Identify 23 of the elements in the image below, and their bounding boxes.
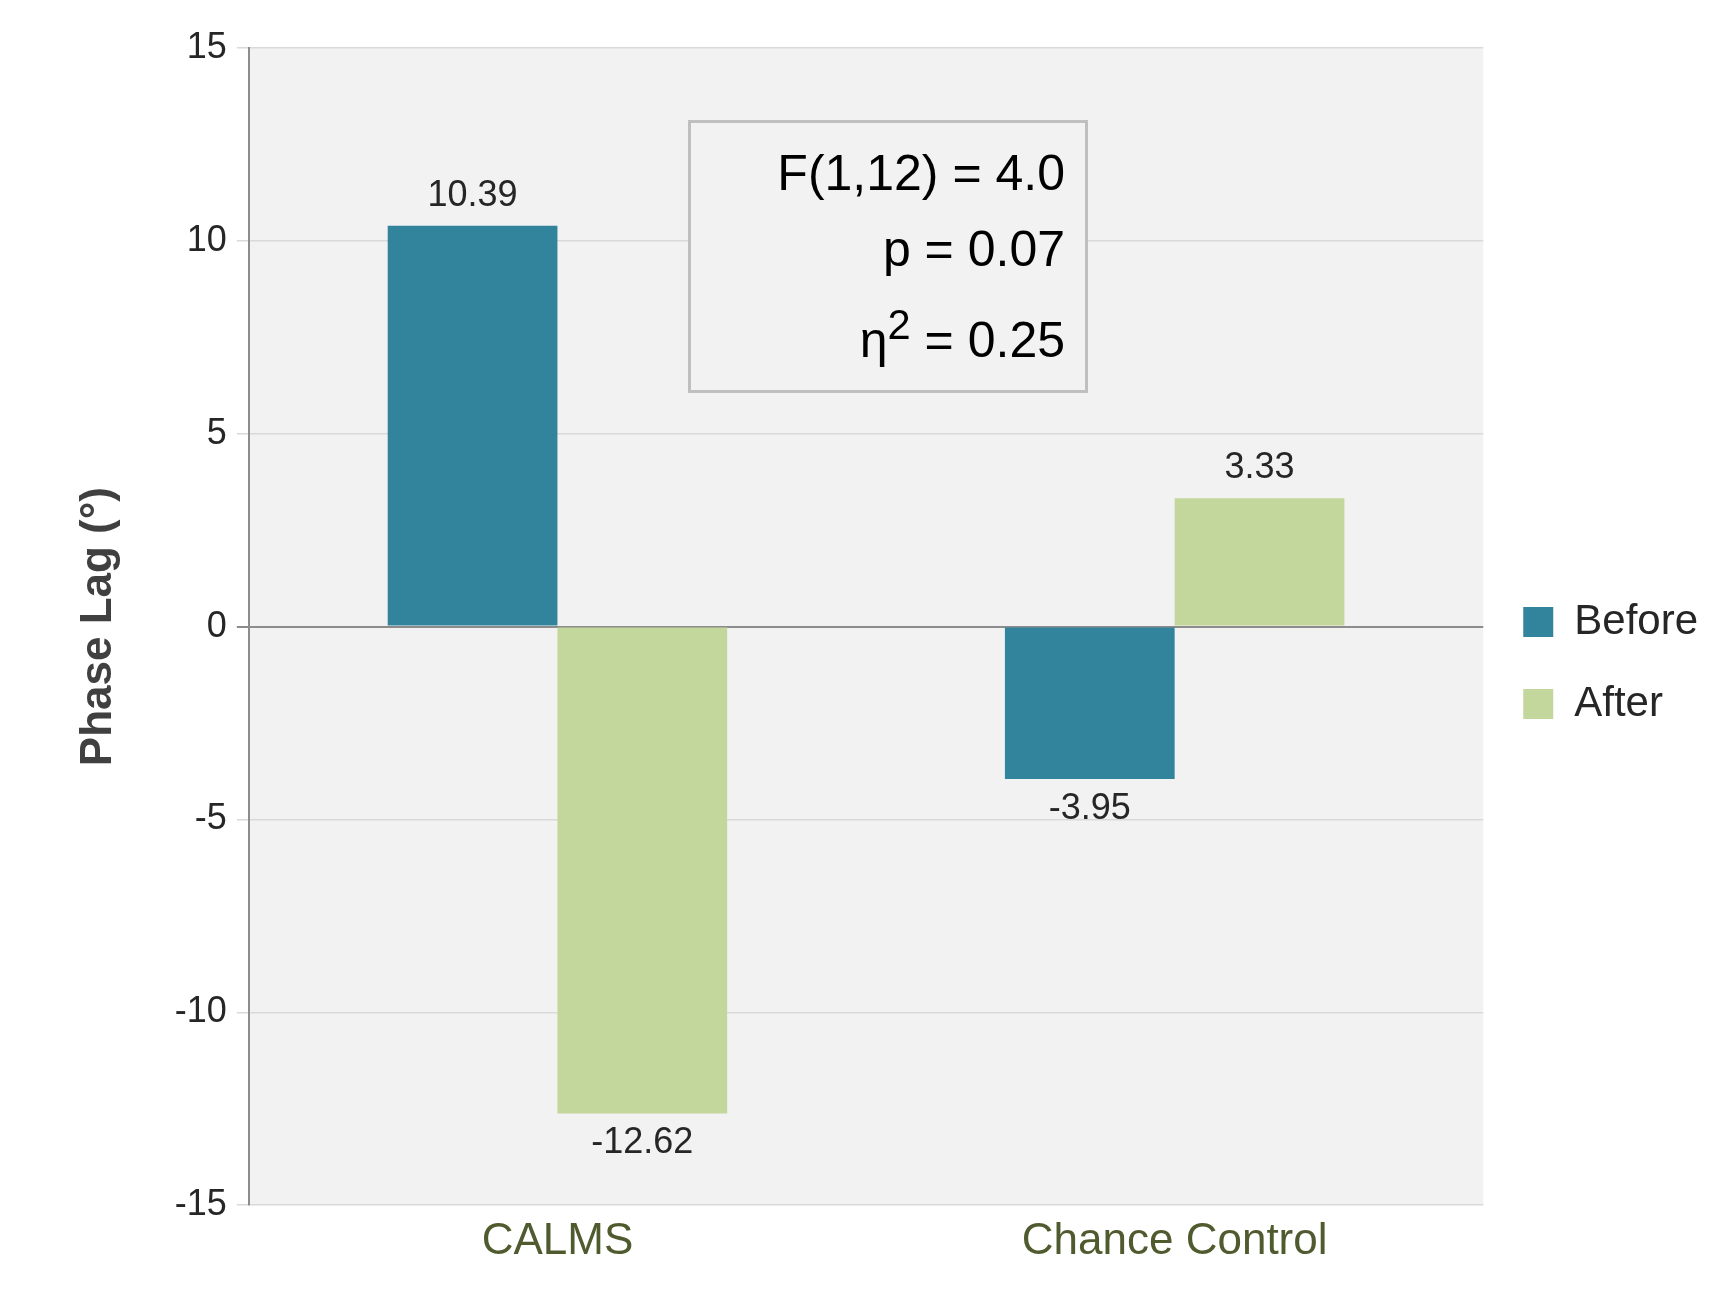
y-tick-label: -5 bbox=[194, 796, 227, 838]
bar bbox=[387, 225, 558, 626]
bar bbox=[557, 627, 728, 1114]
x-tick-label: CALMS bbox=[481, 1213, 634, 1263]
y-tick-label: 0 bbox=[206, 603, 227, 645]
data-label: -12.62 bbox=[591, 1120, 694, 1162]
data-label: 10.39 bbox=[427, 172, 518, 214]
x-tick-label: Chance Control bbox=[1021, 1213, 1328, 1263]
legend-label: Before bbox=[1574, 595, 1699, 643]
y-tick-label: 5 bbox=[206, 410, 227, 452]
data-label: 3.33 bbox=[1224, 445, 1295, 487]
y-tick-label: 15 bbox=[186, 24, 227, 66]
annotation: p = 0.07 bbox=[881, 220, 1065, 279]
y-tick-label: -15 bbox=[174, 1182, 227, 1224]
data-label: -3.95 bbox=[1048, 785, 1131, 827]
y-tick-label: -10 bbox=[174, 989, 227, 1031]
annotation: F(1,12) = 4.0 bbox=[776, 144, 1065, 203]
y-tick-label: 10 bbox=[186, 217, 227, 259]
bar bbox=[1004, 627, 1175, 779]
y-axis-title: Phase Lag (°) bbox=[70, 486, 120, 767]
bar bbox=[1174, 498, 1345, 626]
annotation: η$^{2}$ = 0.25 bbox=[858, 300, 1065, 370]
legend-label: After bbox=[1574, 677, 1663, 725]
